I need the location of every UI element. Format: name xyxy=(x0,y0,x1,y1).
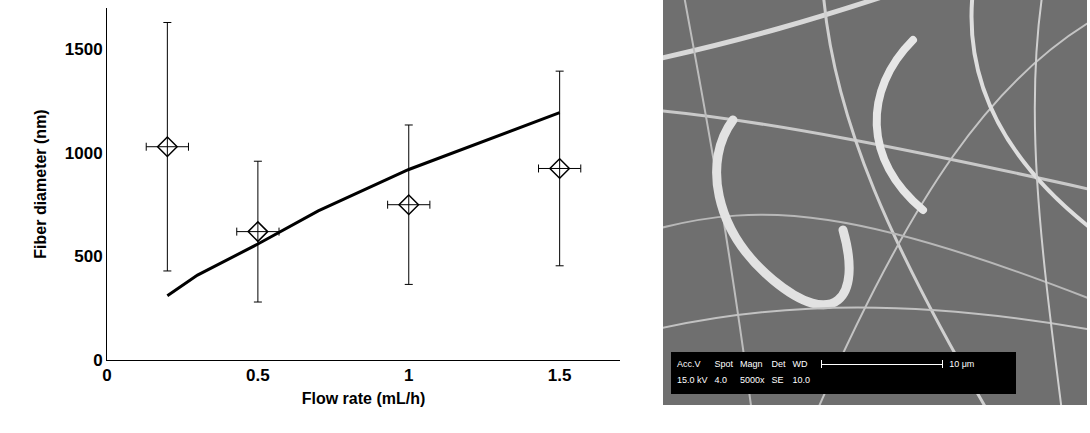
svg-text:500: 500 xyxy=(74,247,102,266)
html-text:Det: Det xyxy=(771,359,786,369)
html-text:Spot: Spot xyxy=(714,359,733,369)
html-text:10.0: 10.0 xyxy=(792,375,811,385)
html-text:Magn: Magn xyxy=(740,359,763,369)
html-text:Acc.V: Acc.V xyxy=(677,359,701,369)
svg-text:0: 0 xyxy=(102,366,111,385)
svg-text:Fiber diameter (nm): Fiber diameter (nm) xyxy=(32,109,49,258)
svg-text:0.5: 0.5 xyxy=(246,366,270,385)
html-text:4.0: 4.0 xyxy=(714,375,727,385)
html-text:5000x: 5000x xyxy=(740,375,765,385)
svg-text:Flow rate (mL/h): Flow rate (mL/h) xyxy=(302,390,426,407)
html-text:10 μm: 10 μm xyxy=(949,359,975,369)
svg-text:1.5: 1.5 xyxy=(548,366,572,385)
html-text:SE: SE xyxy=(771,375,784,385)
svg-text:1500: 1500 xyxy=(65,40,103,59)
html-text:WD: WD xyxy=(792,359,808,369)
svg-text:1000: 1000 xyxy=(65,144,103,163)
html-text:15.0 kV: 15.0 kV xyxy=(677,375,708,385)
svg-text:1: 1 xyxy=(404,366,413,385)
svg-text:0: 0 xyxy=(93,351,102,370)
